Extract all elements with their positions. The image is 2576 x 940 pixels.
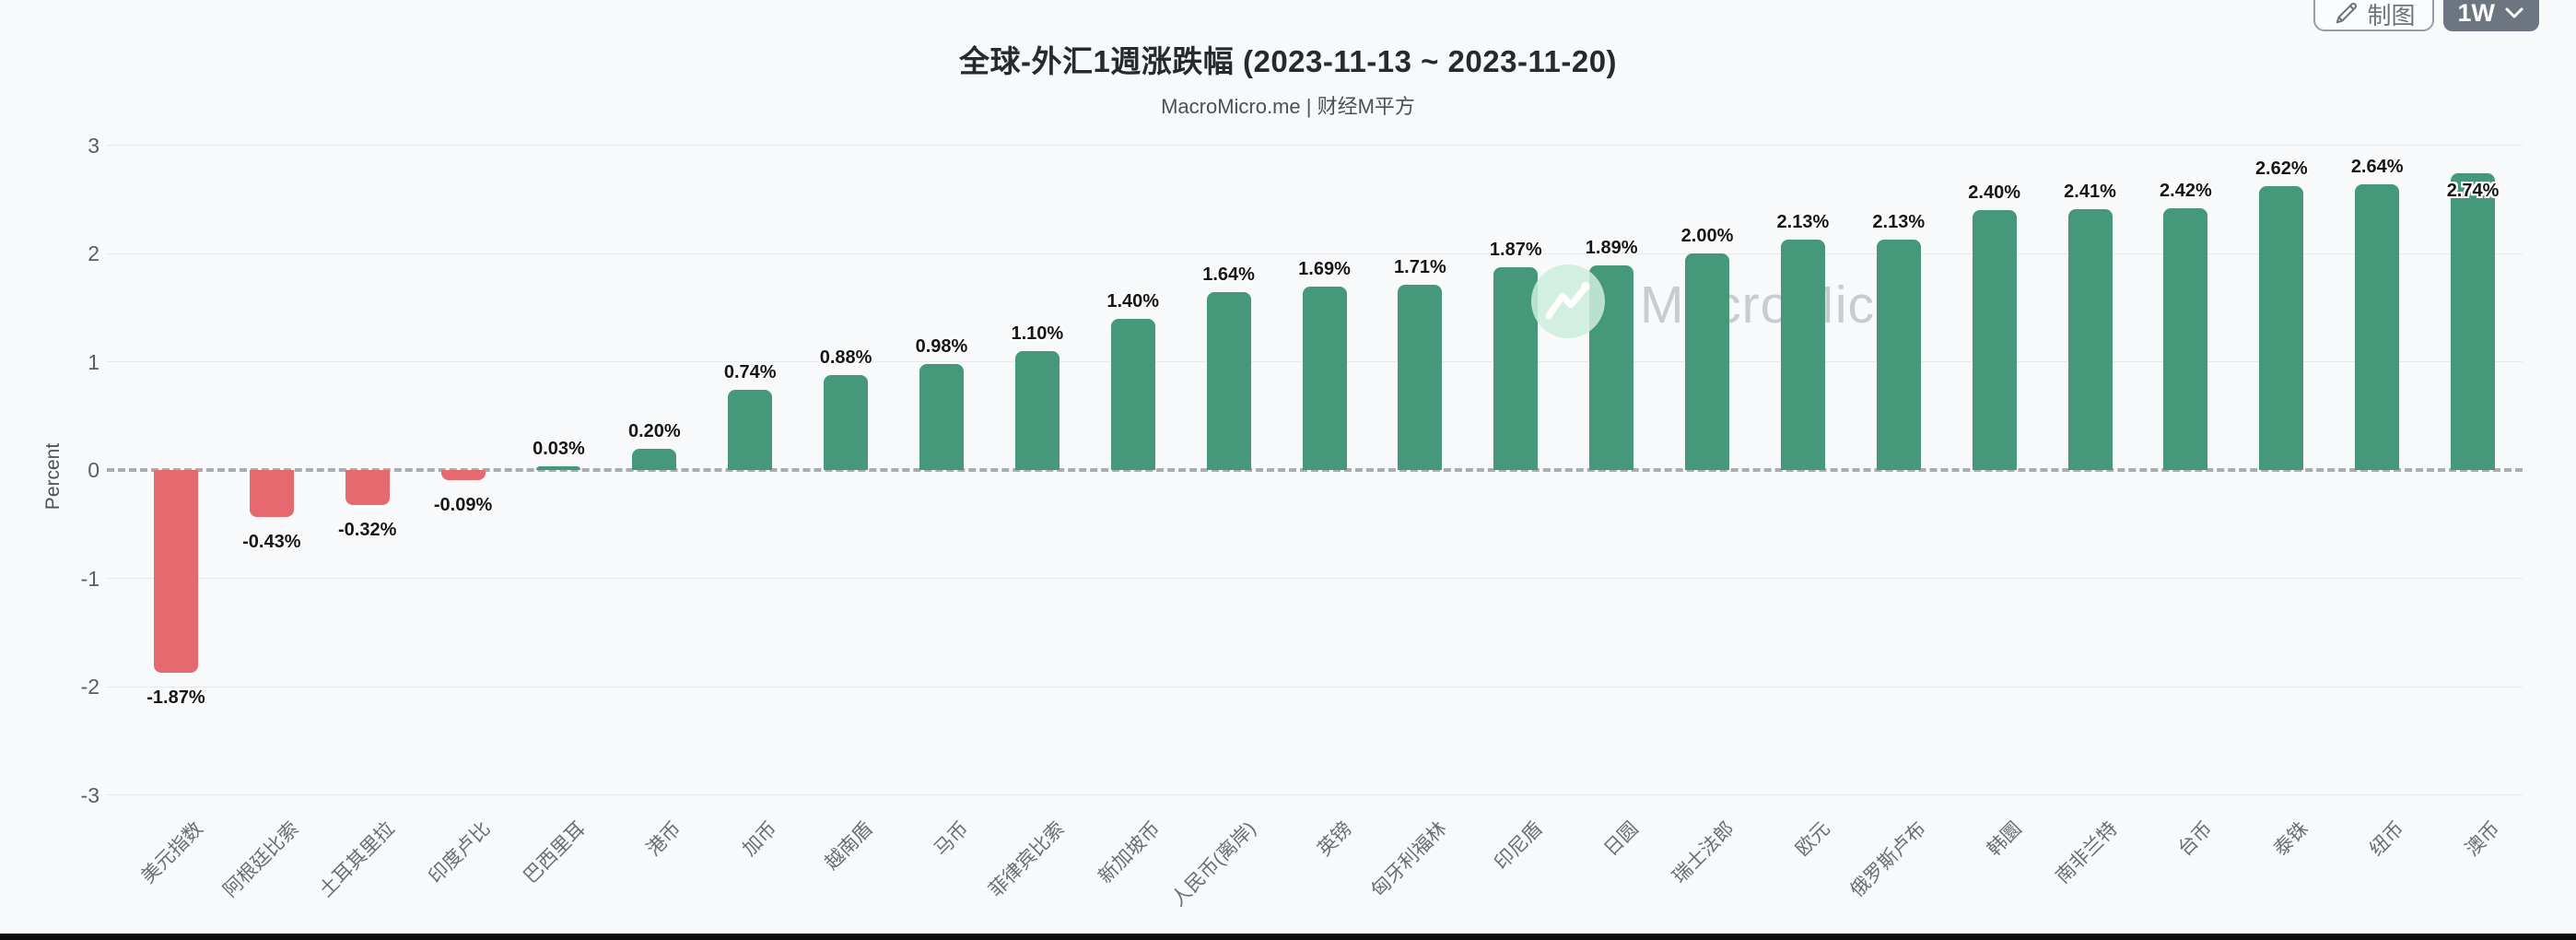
bar-value-label: 2.42%: [2160, 180, 2212, 201]
bar[interactable]: [824, 374, 869, 470]
bar[interactable]: [153, 470, 198, 673]
x-axis-label: 阿根廷比索: [219, 817, 303, 902]
chart-subtitle: MacroMicro.me | 财经M平方: [1161, 95, 1415, 118]
x-axis-label: 瑞士法郎: [1669, 817, 1739, 888]
macromicro-logo-icon: [1531, 264, 1605, 338]
y-axis-tick-label: 1: [88, 349, 100, 374]
gridline: [107, 145, 2523, 146]
x-axis-label: 港币: [643, 817, 686, 861]
bar-value-label: 2.40%: [1968, 182, 2021, 203]
bar-value-label: 1.69%: [1298, 259, 1351, 280]
bar[interactable]: [728, 390, 773, 470]
bar-value-label: 1.89%: [1585, 237, 1638, 258]
bar-value-label: 2.64%: [2350, 156, 2404, 177]
bar[interactable]: [2355, 183, 2400, 470]
x-axis-label: 纽币: [2366, 817, 2408, 861]
bar-value-label: 0.03%: [533, 439, 585, 460]
gridline: [107, 794, 2523, 795]
bar-value-label: 1.87%: [1489, 240, 1542, 261]
x-axis-label: 韩圜: [1983, 817, 2026, 861]
bar-value-label: 1.71%: [1394, 257, 1446, 278]
x-axis-label: 印尼盾: [1491, 817, 1548, 875]
zero-gridline: [107, 468, 2523, 472]
bar-value-label: 2.74%: [2446, 181, 2500, 202]
bar[interactable]: [2451, 173, 2496, 470]
bar[interactable]: [1014, 350, 1060, 470]
bar-value-label: 2.00%: [1680, 226, 1734, 246]
bar[interactable]: [2163, 207, 2208, 470]
bar[interactable]: [1493, 267, 1539, 470]
x-axis-label: 南非兰特: [2051, 817, 2122, 888]
y-axis-tick-label: -1: [80, 566, 100, 591]
x-axis-label: 巴西里耳: [520, 817, 591, 888]
x-axis-label: 人民币(离岸): [1167, 817, 1260, 911]
bar[interactable]: [919, 363, 964, 470]
pencil-icon: [2332, 0, 2359, 28]
bar-value-label: 0.88%: [819, 347, 872, 368]
x-axis-label: 马币: [930, 817, 973, 861]
x-axis-label: 台币: [2174, 817, 2218, 861]
bar[interactable]: [1876, 239, 1921, 470]
bar[interactable]: [1110, 318, 1155, 470]
x-axis-label: 越南盾: [821, 817, 877, 875]
x-axis-label: 印度卢比: [424, 817, 495, 888]
x-axis-label: 土耳其里拉: [314, 817, 399, 902]
bar[interactable]: [1780, 239, 1825, 470]
bar[interactable]: [1685, 253, 1730, 470]
bar[interactable]: [536, 466, 581, 470]
x-axis-label: 日圆: [1599, 817, 1643, 861]
bar[interactable]: [1398, 285, 1443, 470]
bar[interactable]: [1972, 210, 2017, 470]
toolbar: 制图 1W: [2313, 0, 2539, 31]
timeframe-dropdown[interactable]: 1W: [2442, 0, 2539, 31]
bar[interactable]: [440, 470, 486, 480]
gridline: [107, 253, 2523, 254]
x-axis-label: 欧元: [1791, 817, 1834, 861]
x-axis-label: 俄罗斯卢布: [1846, 817, 1930, 902]
bar-value-label: -1.87%: [146, 687, 205, 708]
draw-chart-label: 制图: [2367, 1, 2416, 29]
bar-value-label: -0.09%: [433, 494, 493, 515]
bar-value-label: 2.41%: [2064, 181, 2116, 202]
timeframe-value: 1W: [2457, 0, 2496, 27]
bar-value-label: 2.13%: [1776, 211, 1830, 232]
bar-value-label: 1.40%: [1107, 290, 1160, 311]
gridline: [107, 578, 2523, 579]
bar[interactable]: [2259, 186, 2304, 470]
bottom-border: [0, 934, 2576, 940]
chart-title: 全球-外汇1週涨跌幅 (2023-11-13 ~ 2023-11-20): [958, 44, 1618, 78]
bar[interactable]: [1302, 287, 1347, 470]
bar[interactable]: [1206, 292, 1251, 470]
x-axis-label: 澳币: [2461, 817, 2504, 861]
bar-value-label: 1.64%: [1202, 264, 1255, 286]
x-axis-label: 泰铢: [2270, 817, 2313, 861]
bar[interactable]: [249, 470, 294, 517]
y-axis-tick-label: 0: [88, 458, 100, 482]
x-axis-label: 新加坡币: [1094, 817, 1165, 888]
bar[interactable]: [632, 448, 677, 470]
y-axis-tick-label: 3: [88, 133, 100, 158]
bar-value-label: 0.74%: [723, 362, 777, 383]
x-axis-label: 英镑: [1313, 817, 1356, 861]
bar[interactable]: [345, 470, 390, 505]
x-axis-label: 匈牙利福林: [1367, 817, 1452, 902]
bar-value-label: 0.20%: [627, 420, 681, 441]
bar[interactable]: [2067, 208, 2113, 470]
y-axis-tick-label: 2: [88, 241, 100, 265]
x-axis-label: 美元指数: [137, 817, 207, 888]
draw-chart-button[interactable]: 制图: [2313, 0, 2434, 31]
bar-value-label: 2.13%: [1872, 211, 1926, 232]
x-axis-label: 菲律宾比索: [985, 817, 1069, 902]
chevron-down-icon: [2504, 6, 2524, 20]
bar-value-label: 1.10%: [1011, 323, 1064, 344]
bar-value-label: -0.43%: [242, 531, 301, 552]
bar-value-label: 2.62%: [2254, 159, 2308, 180]
y-axis-tick-label: -2: [80, 675, 100, 699]
x-axis-label: 加币: [739, 817, 782, 861]
y-axis-tick-label: -3: [80, 782, 100, 807]
bar-value-label: -0.32%: [338, 519, 397, 540]
bar-value-label: 0.98%: [915, 335, 968, 357]
